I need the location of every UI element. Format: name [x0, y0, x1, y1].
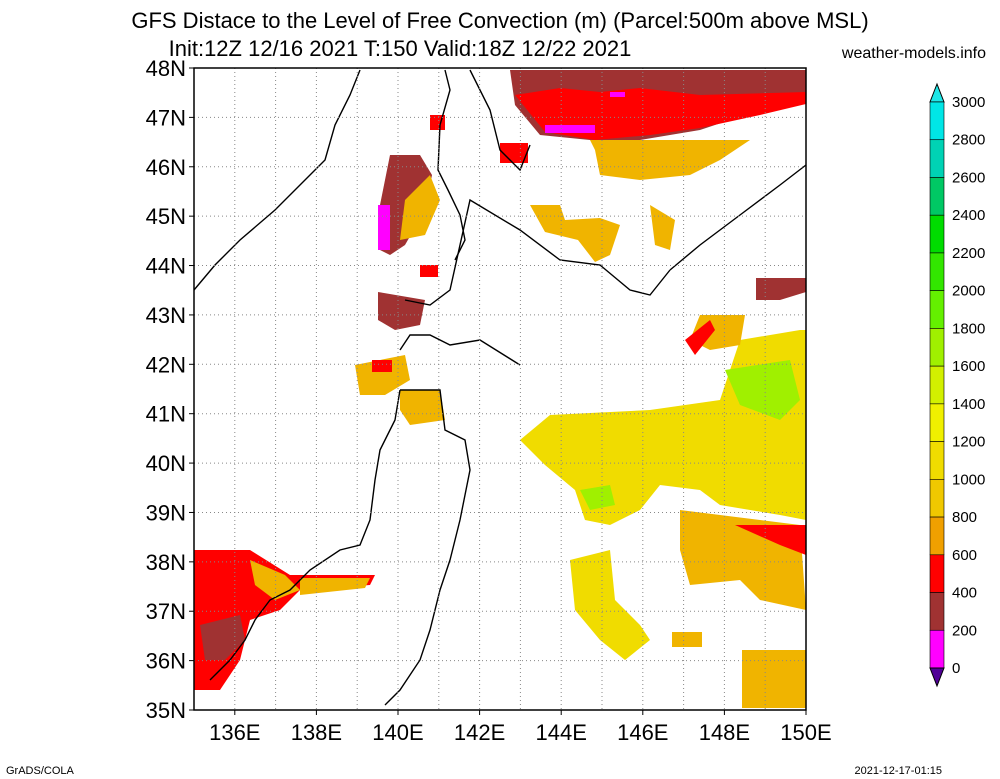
colorbar-bottom-arrow	[929, 667, 945, 688]
shade-magenta-1	[545, 125, 595, 133]
map-frame	[193, 67, 807, 711]
colorbar: 3000280026002400220020001800160014001200…	[929, 82, 985, 688]
shade-tsugaru-red	[372, 360, 392, 372]
shade-sakhalin-magenta	[378, 205, 390, 250]
colorbar-label: 2400	[952, 207, 985, 224]
shade-pacific-green	[725, 360, 800, 420]
shade-se-red	[735, 525, 806, 555]
lon-label: 150E	[780, 720, 831, 745]
longitude-labels: 136E 138E 140E 142E 144E 146E 148E 150E	[209, 710, 832, 745]
colorbar-swatch	[929, 290, 945, 329]
colorbar-swatch	[929, 177, 945, 216]
colorbar-swatch	[929, 516, 945, 556]
footer-credit: GrADS/COLA	[6, 765, 74, 777]
site-credit: weather-models.info	[841, 45, 986, 62]
shade-red-patch	[500, 143, 528, 163]
colorbar-swatch	[929, 365, 945, 405]
latitude-labels: 48N 47N 46N 45N 44N 43N 42N 41N 40N 39N 38N 37N 36N 3…	[146, 56, 194, 723]
shade-south-yellow	[570, 550, 650, 660]
chart-title: GFS Distace to the Level of Free Convect…	[131, 8, 869, 33]
shade-pacific-green-2	[580, 485, 615, 510]
lon-label: 148E	[699, 720, 750, 745]
coast-hokkaido	[399, 198, 671, 366]
lat-label: 35N	[146, 698, 186, 723]
shade-magenta-2	[610, 92, 625, 97]
colorbar-label: 2000	[952, 283, 985, 300]
coastlines	[193, 69, 807, 706]
colorbar-swatch	[929, 554, 945, 593]
colorbar-label: 800	[952, 509, 977, 526]
colorbar-swatch	[929, 328, 945, 367]
coast-honshu	[209, 389, 471, 706]
lon-label: 144E	[536, 720, 587, 745]
lat-label: 45N	[146, 204, 186, 229]
coast-kuril	[669, 164, 807, 271]
lat-label: 42N	[146, 352, 186, 377]
footer-timestamp: 2021-12-17-01:15	[854, 765, 942, 777]
shade-tsugaru-orange	[355, 355, 410, 395]
colorbar-swatch	[929, 101, 945, 141]
colorbar-label: 2600	[952, 169, 985, 186]
shade-sw-orange	[250, 560, 300, 600]
colorbar-label: 0	[952, 660, 960, 677]
lat-label: 38N	[146, 550, 186, 575]
lat-label: 41N	[146, 402, 186, 427]
colorbar-label: 3000	[952, 94, 985, 111]
colorbar-label: 1600	[952, 358, 985, 375]
lon-label: 136E	[209, 720, 260, 745]
lat-label: 44N	[146, 254, 186, 279]
chart-subtitle: Init:12Z 12/16 2021 T:150 Valid:18Z 12/2…	[168, 36, 632, 61]
shade-far-se-orange	[742, 650, 806, 708]
coast-asia-mainland	[193, 69, 361, 291]
lon-label: 138E	[291, 720, 342, 745]
colorbar-label: 1200	[952, 434, 985, 451]
lat-label: 36N	[146, 649, 186, 674]
colorbar-top-arrow	[929, 82, 945, 103]
shade-sw-orange-2	[300, 578, 370, 595]
colorbar-label: 600	[952, 547, 977, 564]
colorbar-swatch	[929, 592, 945, 631]
colorbar-label: 1800	[952, 320, 985, 337]
colorbar-label: 2200	[952, 245, 985, 262]
lat-label: 47N	[146, 105, 186, 130]
colorbar-swatch	[929, 252, 945, 291]
lat-label: 39N	[146, 500, 186, 525]
shade-tsugaru-orange-2	[400, 390, 445, 425]
field-shading	[194, 70, 806, 708]
shade-hokkaido-orange-2	[650, 205, 675, 250]
colorbar-label: 1400	[952, 396, 985, 413]
shade-sakhalin-west-orange	[400, 175, 440, 240]
shade-kuril-red	[685, 320, 715, 355]
shade-orange-dot	[672, 632, 702, 647]
lon-label: 146E	[617, 720, 668, 745]
lat-label: 46N	[146, 155, 186, 180]
map-background	[194, 68, 806, 710]
coast-sakhalin	[437, 69, 531, 261]
lon-label: 140E	[372, 720, 423, 745]
lat-label: 40N	[146, 451, 186, 476]
lat-label: 43N	[146, 303, 186, 328]
lat-label: 48N	[146, 56, 186, 81]
colorbar-label: 2800	[952, 132, 985, 149]
colorbar-label: 200	[952, 622, 977, 639]
colorbar-swatch	[929, 479, 945, 518]
colorbar-swatch	[929, 403, 945, 442]
colorbar-label: 1000	[952, 471, 985, 488]
shade-east-dark	[756, 278, 806, 300]
shade-small-red-2	[420, 265, 438, 277]
colorbar-swatch	[929, 441, 945, 480]
shade-okhotsk-orange	[590, 140, 750, 180]
shade-hokkaido-orange	[530, 205, 620, 262]
lat-label: 37N	[146, 599, 186, 624]
colorbar-swatch	[929, 214, 945, 254]
lon-label: 142E	[454, 720, 505, 745]
colorbar-swatch	[929, 629, 945, 669]
colorbar-label: 400	[952, 585, 977, 602]
colorbar-swatch	[929, 139, 945, 178]
shade-sw-dark	[200, 615, 245, 660]
